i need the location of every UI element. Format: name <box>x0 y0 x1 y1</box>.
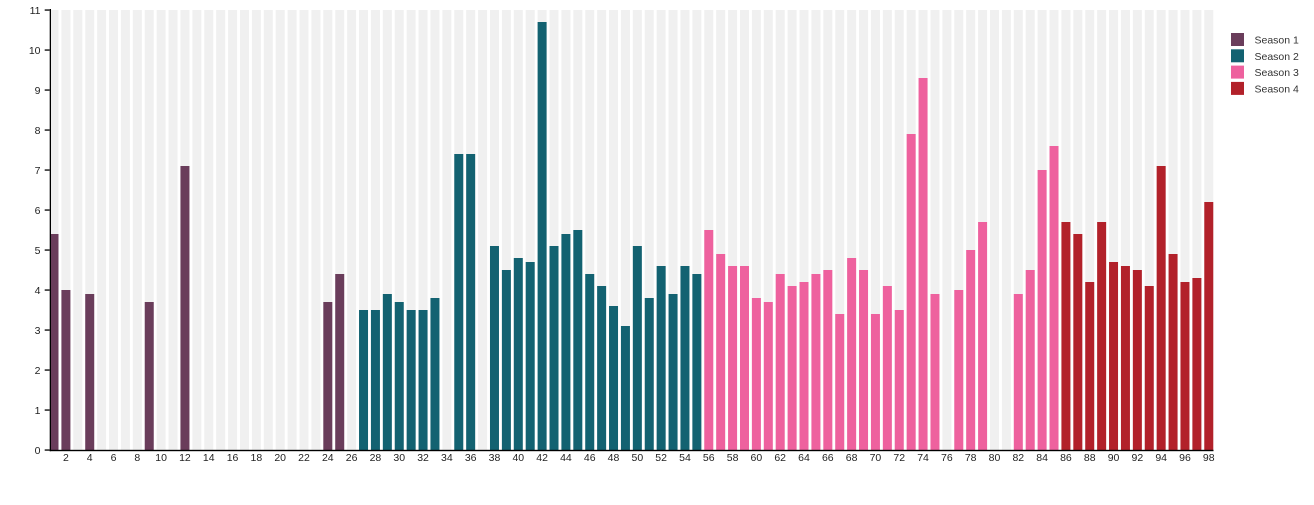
svg-text:76: 76 <box>941 452 953 464</box>
svg-text:18: 18 <box>251 452 263 464</box>
svg-text:14: 14 <box>203 452 215 464</box>
svg-text:58: 58 <box>727 452 739 464</box>
svg-text:36: 36 <box>465 452 477 464</box>
svg-text:50: 50 <box>631 452 643 464</box>
svg-text:8: 8 <box>134 452 140 464</box>
svg-text:72: 72 <box>893 452 905 464</box>
svg-text:11: 11 <box>30 5 41 17</box>
svg-text:2: 2 <box>63 452 69 464</box>
svg-text:40: 40 <box>512 452 524 464</box>
svg-text:46: 46 <box>584 452 596 464</box>
svg-text:28: 28 <box>370 452 382 464</box>
svg-text:60: 60 <box>751 452 763 464</box>
svg-text:Season 4: Season 4 <box>1255 84 1300 96</box>
svg-text:38: 38 <box>489 452 501 464</box>
svg-text:70: 70 <box>870 452 882 464</box>
svg-text:66: 66 <box>822 452 834 464</box>
svg-text:7: 7 <box>35 165 41 177</box>
svg-text:5: 5 <box>35 245 41 257</box>
svg-text:4: 4 <box>35 285 41 297</box>
svg-text:52: 52 <box>655 452 667 464</box>
svg-text:90: 90 <box>1108 452 1120 464</box>
svg-text:Season 3: Season 3 <box>1255 67 1300 79</box>
svg-text:86: 86 <box>1060 452 1072 464</box>
svg-text:62: 62 <box>774 452 786 464</box>
svg-text:80: 80 <box>989 452 1001 464</box>
svg-text:4: 4 <box>87 452 93 464</box>
svg-text:24: 24 <box>322 452 334 464</box>
svg-text:26: 26 <box>346 452 358 464</box>
svg-text:94: 94 <box>1155 452 1167 464</box>
svg-text:74: 74 <box>917 452 929 464</box>
svg-text:64: 64 <box>798 452 810 464</box>
svg-text:6: 6 <box>35 205 41 217</box>
svg-text:92: 92 <box>1132 452 1144 464</box>
svg-text:3: 3 <box>35 325 41 337</box>
svg-text:88: 88 <box>1084 452 1096 464</box>
svg-text:42: 42 <box>536 452 548 464</box>
svg-text:2: 2 <box>35 365 41 377</box>
svg-text:30: 30 <box>393 452 405 464</box>
svg-text:0: 0 <box>35 445 41 457</box>
svg-text:84: 84 <box>1036 452 1048 464</box>
svg-text:48: 48 <box>608 452 620 464</box>
svg-text:8: 8 <box>35 125 41 137</box>
svg-text:10: 10 <box>29 45 41 57</box>
svg-text:Season 2: Season 2 <box>1255 51 1300 63</box>
svg-text:32: 32 <box>417 452 429 464</box>
svg-text:98: 98 <box>1203 452 1215 464</box>
svg-text:22: 22 <box>298 452 310 464</box>
svg-text:Season 1: Season 1 <box>1255 35 1300 47</box>
svg-text:20: 20 <box>274 452 286 464</box>
svg-text:54: 54 <box>679 452 691 464</box>
svg-text:34: 34 <box>441 452 453 464</box>
svg-text:56: 56 <box>703 452 715 464</box>
svg-text:82: 82 <box>1012 452 1024 464</box>
svg-text:78: 78 <box>965 452 977 464</box>
svg-text:12: 12 <box>179 452 191 464</box>
svg-text:96: 96 <box>1179 452 1191 464</box>
svg-text:9: 9 <box>35 85 41 97</box>
svg-text:1: 1 <box>35 405 41 417</box>
svg-text:44: 44 <box>560 452 572 464</box>
svg-text:6: 6 <box>111 452 117 464</box>
svg-text:68: 68 <box>846 452 858 464</box>
svg-text:16: 16 <box>227 452 239 464</box>
svg-text:10: 10 <box>155 452 167 464</box>
